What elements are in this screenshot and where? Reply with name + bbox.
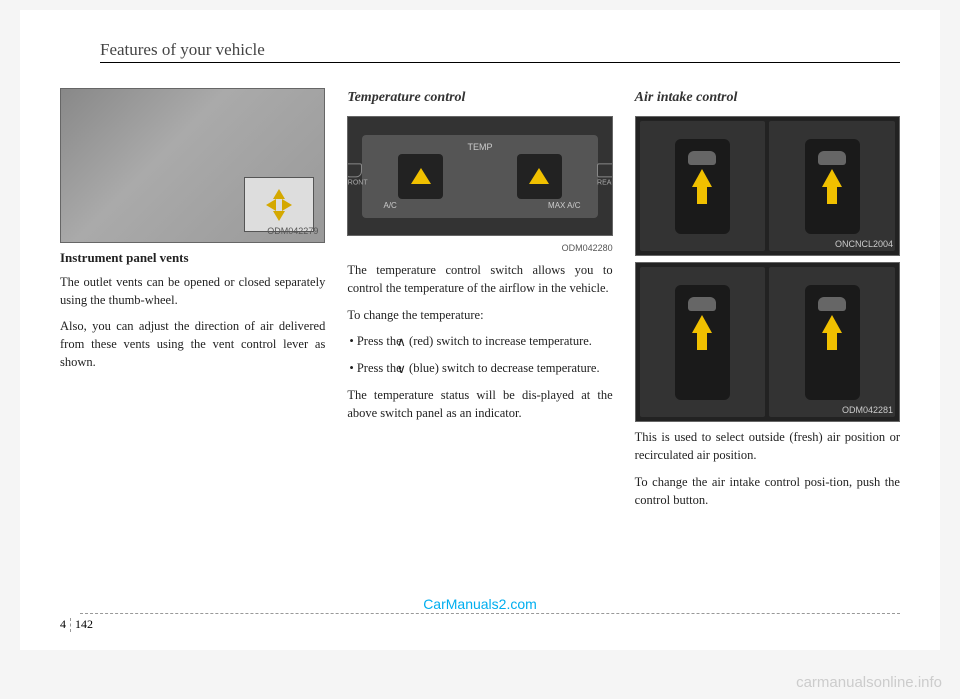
- figure-code: ONCNCL2004: [835, 238, 893, 251]
- recirculate-control-illustration: [675, 285, 730, 400]
- recirculate-panel-left: [640, 267, 766, 417]
- bullet-item: • Press the ∧ (red) switch to increase t…: [347, 332, 612, 351]
- watermark-carmanuals2: CarManuals2.com: [423, 596, 537, 612]
- page-header: Features of your vehicle: [100, 40, 900, 63]
- arrow-up-icon: [529, 168, 549, 184]
- car-fresh-icon: [818, 297, 846, 311]
- front-defrost-label: FRONT: [347, 164, 367, 189]
- recirculate-panel-right: [769, 267, 895, 417]
- figure-code: ODM042280: [347, 242, 612, 255]
- paragraph: The outlet vents can be opened or closed…: [60, 273, 325, 309]
- arrow-cluster-icon: [266, 189, 292, 221]
- figure-code: ODM042279: [267, 225, 318, 238]
- temp-label: TEMP: [467, 141, 492, 154]
- temperature-panel-illustration: TEMP FRONT REAR A/C MAX A/C: [362, 135, 599, 218]
- figure-code: ODM042281: [842, 404, 893, 417]
- manual-page: Features of your vehicle: [20, 10, 940, 650]
- figure-temperature-control: TEMP FRONT REAR A/C MAX A/C: [347, 116, 612, 236]
- figure-instrument-panel-vents: ODM042279: [60, 88, 325, 243]
- column-3: Air intake control ■ Type A: [635, 88, 900, 517]
- split-figure: [636, 263, 899, 421]
- section-heading-temperature: Temperature control: [347, 88, 612, 108]
- arrow-up-icon: [411, 168, 431, 184]
- header-title: Features of your vehicle: [100, 40, 265, 59]
- paragraph: To change the temperature:: [347, 306, 612, 324]
- recirculate-control-illustration: [805, 285, 860, 400]
- split-figure: [636, 117, 899, 255]
- figure-air-intake-type-a: ■ Type A ONCNCL200: [635, 116, 900, 256]
- temp-down-button: [398, 154, 443, 199]
- rear-defrost-label: REAR: [597, 164, 613, 189]
- footer-divider: [70, 618, 71, 632]
- arrow-up-icon: [822, 169, 842, 187]
- paragraph: This is used to select outside (fresh) a…: [635, 428, 900, 464]
- column-1: ODM042279 Instrument panel vents The out…: [60, 88, 325, 517]
- page-footer: 4 142: [60, 617, 93, 632]
- recirculate-control-illustration: [675, 139, 730, 234]
- ac-label: A/C: [384, 200, 397, 212]
- car-recirculate-icon: [688, 151, 716, 165]
- car-recirculate-icon: [688, 297, 716, 311]
- chapter-number: 4: [60, 617, 66, 632]
- paragraph: The temperature control switch allows yo…: [347, 261, 612, 297]
- temp-up-button: [517, 154, 562, 199]
- page-number: 142: [75, 617, 93, 632]
- paragraph: To change the air intake control posi-ti…: [635, 473, 900, 509]
- paragraph: The temperature status will be dis-playe…: [347, 386, 612, 422]
- figure-air-intake-type-b: ■ Type B ODM042281: [635, 262, 900, 422]
- section-heading-air-intake: Air intake control: [635, 88, 900, 108]
- paragraph: Also, you can adjust the direction of ai…: [60, 317, 325, 371]
- arrow-up-icon: [822, 315, 842, 333]
- arrow-up-icon: [692, 315, 712, 333]
- recirculate-panel-right: [769, 121, 895, 251]
- content-columns: ODM042279 Instrument panel vents The out…: [60, 88, 900, 517]
- vent-inset-illustration: [244, 177, 314, 232]
- car-fresh-icon: [818, 151, 846, 165]
- recirculate-control-illustration: [805, 139, 860, 234]
- column-2: Temperature control TEMP FRONT REAR A/C: [347, 88, 612, 517]
- subheading-instrument-panel-vents: Instrument panel vents: [60, 249, 325, 268]
- footer-dashed-line: [80, 613, 900, 614]
- recirculate-panel-left: [640, 121, 766, 251]
- max-ac-label: MAX A/C: [548, 200, 580, 212]
- watermark-carmanualsonline: carmanualsonline.info: [796, 674, 942, 691]
- bullet-item: • Press the ∨ (blue) switch to decrease …: [347, 359, 612, 378]
- arrow-up-icon: [692, 169, 712, 187]
